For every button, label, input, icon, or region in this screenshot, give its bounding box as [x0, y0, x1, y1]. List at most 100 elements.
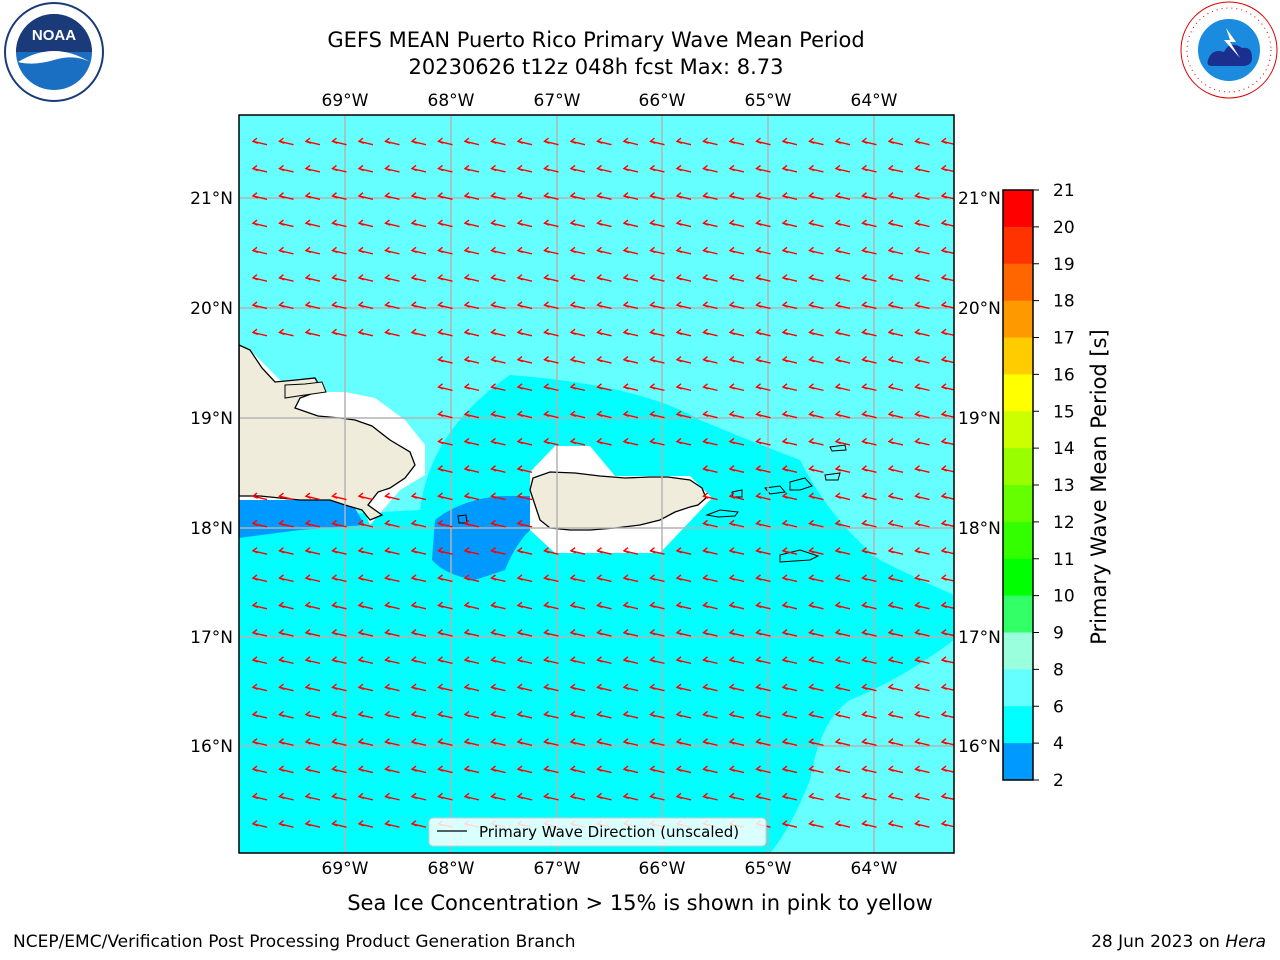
wave-arrow: [490, 492, 506, 501]
wave-arrow: [755, 792, 771, 801]
wave-arrow: [569, 710, 586, 719]
wave-arrow: [490, 137, 506, 146]
wave-arrow: [914, 574, 930, 583]
wave-arrow: [463, 792, 480, 801]
wave-arrow: [410, 246, 427, 255]
wave-arrow: [569, 246, 586, 255]
wave-arrow: [834, 574, 851, 583]
lon-label-bottom: 68°W: [428, 859, 475, 879]
wave-arrow: [914, 820, 930, 828]
wave-arrow: [384, 246, 400, 255]
wave-arrow: [861, 710, 877, 719]
wave-arrow: [516, 519, 533, 528]
wave-arrow: [808, 792, 824, 801]
colorbar-segment: [1003, 632, 1033, 670]
wave-arrow: [357, 765, 374, 774]
wave-arrow: [384, 710, 400, 719]
wave-arrow: [569, 301, 586, 310]
wave-arrow: [304, 738, 321, 746]
footer-branch: NCEP/EMC/Verification Post Processing Pr…: [13, 932, 576, 952]
wave-arrow: [331, 246, 347, 255]
wave-arrow: [702, 601, 718, 610]
wave-arrow: [490, 465, 506, 473]
wave-arrow: [516, 328, 533, 337]
wave-arrow: [861, 437, 877, 446]
wave-arrow: [304, 683, 321, 692]
wave-arrow: [331, 656, 347, 665]
wave-arrow: [490, 164, 506, 173]
wave-arrow: [490, 355, 506, 364]
colorbar-tick-label: 21: [1053, 181, 1075, 201]
wave-arrow: [728, 164, 745, 173]
wave-arrow: [437, 765, 453, 774]
wave-arrow: [914, 246, 930, 255]
wave-arrow: [251, 274, 268, 282]
wave-arrow: [781, 410, 798, 419]
wave-arrow: [543, 274, 559, 282]
wave-arrow: [463, 301, 480, 310]
wave-arrow: [596, 274, 612, 282]
wave-arrow: [834, 492, 851, 501]
wave-arrow: [490, 601, 506, 610]
wave-arrow: [861, 519, 877, 528]
wave-arrow: [728, 355, 745, 364]
colorbar-segment: [1003, 190, 1033, 228]
wave-arrow: [808, 328, 824, 337]
footer-date: 28 Jun 2023 on Hera: [1091, 932, 1266, 952]
wave-arrow: [728, 519, 745, 528]
wave-arrow: [914, 683, 930, 692]
wave-arrow: [357, 274, 374, 282]
wave-arrow: [331, 574, 347, 583]
wave-arrow: [808, 437, 824, 446]
wave-arrow: [755, 738, 771, 746]
wave-arrow: [755, 383, 771, 392]
wave-arrow: [622, 328, 639, 337]
wave-arrow: [861, 820, 877, 828]
wave-arrow: [251, 219, 268, 228]
wave-arrow: [543, 383, 559, 392]
wave-arrow: [304, 710, 321, 719]
wave-arrow: [755, 574, 771, 583]
colorbar-tick-label: 6: [1053, 697, 1064, 717]
wave-arrow: [808, 765, 824, 774]
wave-arrow: [490, 437, 506, 446]
wave-arrow: [543, 738, 559, 746]
wave-arrow: [437, 274, 453, 282]
wave-arrow: [834, 137, 851, 146]
wave-arrow: [516, 492, 533, 501]
wave-arrow: [569, 683, 586, 692]
colorbar-segment: [1003, 374, 1033, 412]
wave-arrow: [702, 355, 718, 364]
wave-arrow: [596, 219, 612, 228]
wave-arrow: [516, 601, 533, 610]
wave-arrow: [887, 192, 904, 200]
wave-arrow: [437, 137, 453, 146]
wave-arrow: [437, 710, 453, 719]
wave-arrow: [410, 219, 427, 228]
wave-arrow: [675, 601, 692, 610]
wave-arrow: [384, 738, 400, 746]
wave-arrow: [649, 383, 665, 392]
wave-arrow: [755, 628, 771, 637]
wave-arrow: [887, 465, 904, 473]
wave-arrow: [675, 710, 692, 719]
map-area: [239, 115, 954, 853]
wave-arrow: [675, 246, 692, 255]
wave-arrow: [596, 437, 612, 446]
wave-arrow: [304, 328, 321, 337]
wave-arrow: [463, 137, 480, 146]
wave-arrow: [781, 492, 798, 501]
wave-arrow: [834, 274, 851, 282]
wave-arrow: [331, 301, 347, 310]
wave-arrow: [887, 792, 904, 801]
wave-arrow: [569, 574, 586, 583]
wave-arrow: [251, 792, 268, 801]
wave-arrow: [463, 219, 480, 228]
wave-arrow: [675, 683, 692, 692]
wave-arrow: [384, 656, 400, 665]
wave-arrow: [675, 383, 692, 392]
wave-arrow: [728, 246, 745, 255]
wave-arrow: [490, 301, 506, 310]
wave-arrow: [914, 601, 930, 610]
colorbar-segment: [1003, 448, 1033, 486]
